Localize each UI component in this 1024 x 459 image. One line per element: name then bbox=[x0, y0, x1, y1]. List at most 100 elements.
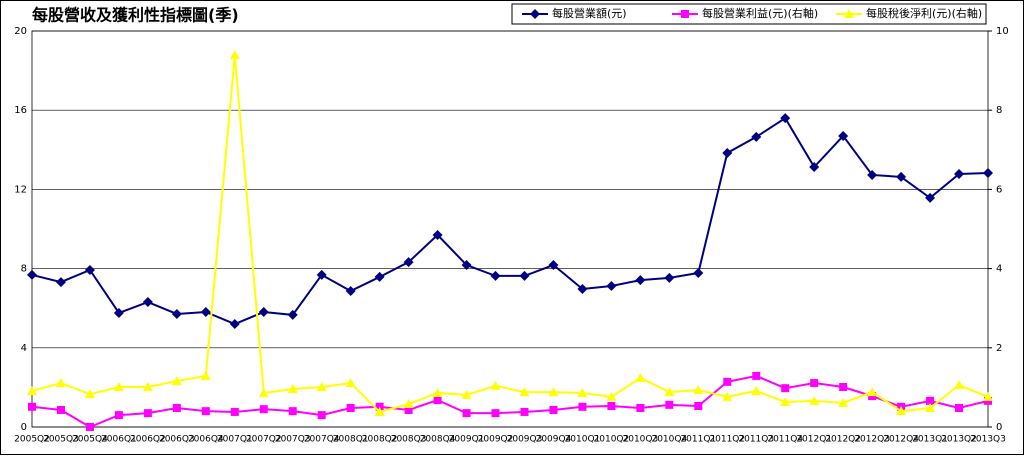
point-marker bbox=[27, 269, 37, 280]
x-tick-label: 2012Q4 bbox=[883, 435, 919, 445]
x-tick-label: 2012Q2 bbox=[825, 435, 861, 445]
y-tick-label: 16 bbox=[14, 105, 27, 116]
point-marker bbox=[809, 395, 820, 405]
point-marker bbox=[56, 405, 65, 414]
point-marker bbox=[925, 192, 936, 203]
x-tick-label: 2005Q2 bbox=[14, 435, 50, 445]
point-marker bbox=[172, 403, 181, 412]
point-marker bbox=[549, 405, 558, 414]
x-tick-label: 2010Q4 bbox=[651, 435, 687, 445]
series-line bbox=[31, 55, 989, 414]
point-marker bbox=[896, 406, 907, 416]
point-marker bbox=[229, 319, 240, 330]
point-marker bbox=[635, 372, 646, 382]
point-marker bbox=[722, 147, 733, 158]
y-tick-label: 8 bbox=[21, 264, 27, 275]
point-marker bbox=[896, 171, 907, 182]
point-marker bbox=[548, 387, 559, 397]
x-tick-label: 2012Q3 bbox=[854, 435, 890, 445]
point-marker bbox=[751, 131, 762, 142]
point-marker bbox=[113, 307, 124, 318]
point-marker bbox=[781, 384, 790, 393]
point-marker bbox=[287, 309, 298, 320]
x-tick-label: 2008Q1 bbox=[333, 435, 369, 445]
point-marker bbox=[403, 257, 414, 268]
x-tick-label: 2013Q1 bbox=[912, 435, 948, 445]
point-marker bbox=[259, 405, 268, 414]
point-marker bbox=[955, 403, 964, 412]
point-marker bbox=[200, 306, 211, 317]
point-marker bbox=[258, 306, 269, 317]
point-marker bbox=[142, 297, 153, 308]
point-marker bbox=[954, 168, 965, 179]
point-marker bbox=[723, 377, 732, 386]
point-marker bbox=[432, 387, 443, 397]
point-marker bbox=[839, 383, 848, 392]
point-marker bbox=[230, 407, 239, 416]
point-marker bbox=[317, 411, 326, 420]
x-tick-label: 2008Q2 bbox=[362, 435, 398, 445]
point-marker bbox=[838, 130, 849, 141]
point-marker bbox=[693, 385, 704, 395]
point-marker bbox=[346, 403, 355, 412]
point-marker bbox=[114, 411, 123, 420]
x-tick-label: 2007Q3 bbox=[275, 435, 311, 445]
x-tick-label: 2007Q4 bbox=[304, 435, 340, 445]
x-tick-label: 2009Q4 bbox=[536, 435, 572, 445]
point-marker bbox=[490, 380, 501, 390]
point-marker bbox=[200, 370, 211, 380]
x-tick-label: 2006Q3 bbox=[159, 435, 195, 445]
x-tick-label: 2009Q3 bbox=[507, 435, 543, 445]
point-marker bbox=[606, 281, 617, 292]
point-marker bbox=[403, 399, 414, 409]
series-line bbox=[31, 374, 989, 429]
point-marker bbox=[548, 260, 559, 271]
point-marker bbox=[143, 409, 152, 418]
point-marker bbox=[142, 382, 153, 392]
legend bbox=[511, 3, 987, 25]
point-marker bbox=[664, 272, 675, 283]
point-marker bbox=[578, 402, 587, 411]
y-tick-label: 0 bbox=[21, 422, 27, 433]
x-tick-label: 2006Q1 bbox=[101, 435, 137, 445]
legend-label: 每股稅後淨利(元)(右軸) bbox=[866, 6, 982, 20]
y2-tick-label: 2 bbox=[996, 343, 1002, 354]
point-marker bbox=[722, 391, 733, 401]
point-marker bbox=[461, 260, 472, 271]
legend-label: 每股營業額(元) bbox=[552, 6, 627, 20]
point-marker bbox=[316, 269, 327, 280]
point-marker bbox=[258, 387, 269, 397]
x-tick-label: 2011Q3 bbox=[738, 435, 774, 445]
point-marker bbox=[288, 407, 297, 416]
point-marker bbox=[867, 169, 878, 180]
point-marker bbox=[432, 229, 443, 240]
x-tick-label: 2011Q4 bbox=[767, 435, 803, 445]
point-marker bbox=[926, 396, 935, 405]
y-tick-label: 20 bbox=[14, 26, 27, 37]
point-marker bbox=[519, 270, 530, 281]
point-marker bbox=[810, 379, 819, 388]
point-marker bbox=[838, 397, 849, 407]
point-marker bbox=[84, 389, 95, 399]
point-marker bbox=[867, 387, 878, 397]
point-marker bbox=[28, 402, 36, 411]
point-marker bbox=[519, 387, 530, 397]
point-marker bbox=[85, 423, 94, 431]
point-marker bbox=[636, 403, 645, 412]
legend-label: 每股營業利益(元)(右軸) bbox=[702, 6, 818, 20]
point-marker bbox=[461, 389, 472, 399]
point-marker bbox=[780, 397, 791, 407]
point-marker bbox=[55, 378, 66, 388]
point-marker bbox=[983, 167, 993, 178]
point-marker bbox=[530, 9, 540, 19]
x-tick-label: 2009Q2 bbox=[478, 435, 514, 445]
point-marker bbox=[490, 270, 501, 281]
x-tick-label: 2006Q4 bbox=[188, 435, 224, 445]
point-marker bbox=[681, 10, 689, 18]
x-tick-label: 2011Q1 bbox=[680, 435, 716, 445]
point-marker bbox=[780, 113, 791, 124]
point-marker bbox=[606, 391, 617, 401]
x-tick-label: 2007Q1 bbox=[217, 435, 253, 445]
point-marker bbox=[607, 402, 616, 411]
